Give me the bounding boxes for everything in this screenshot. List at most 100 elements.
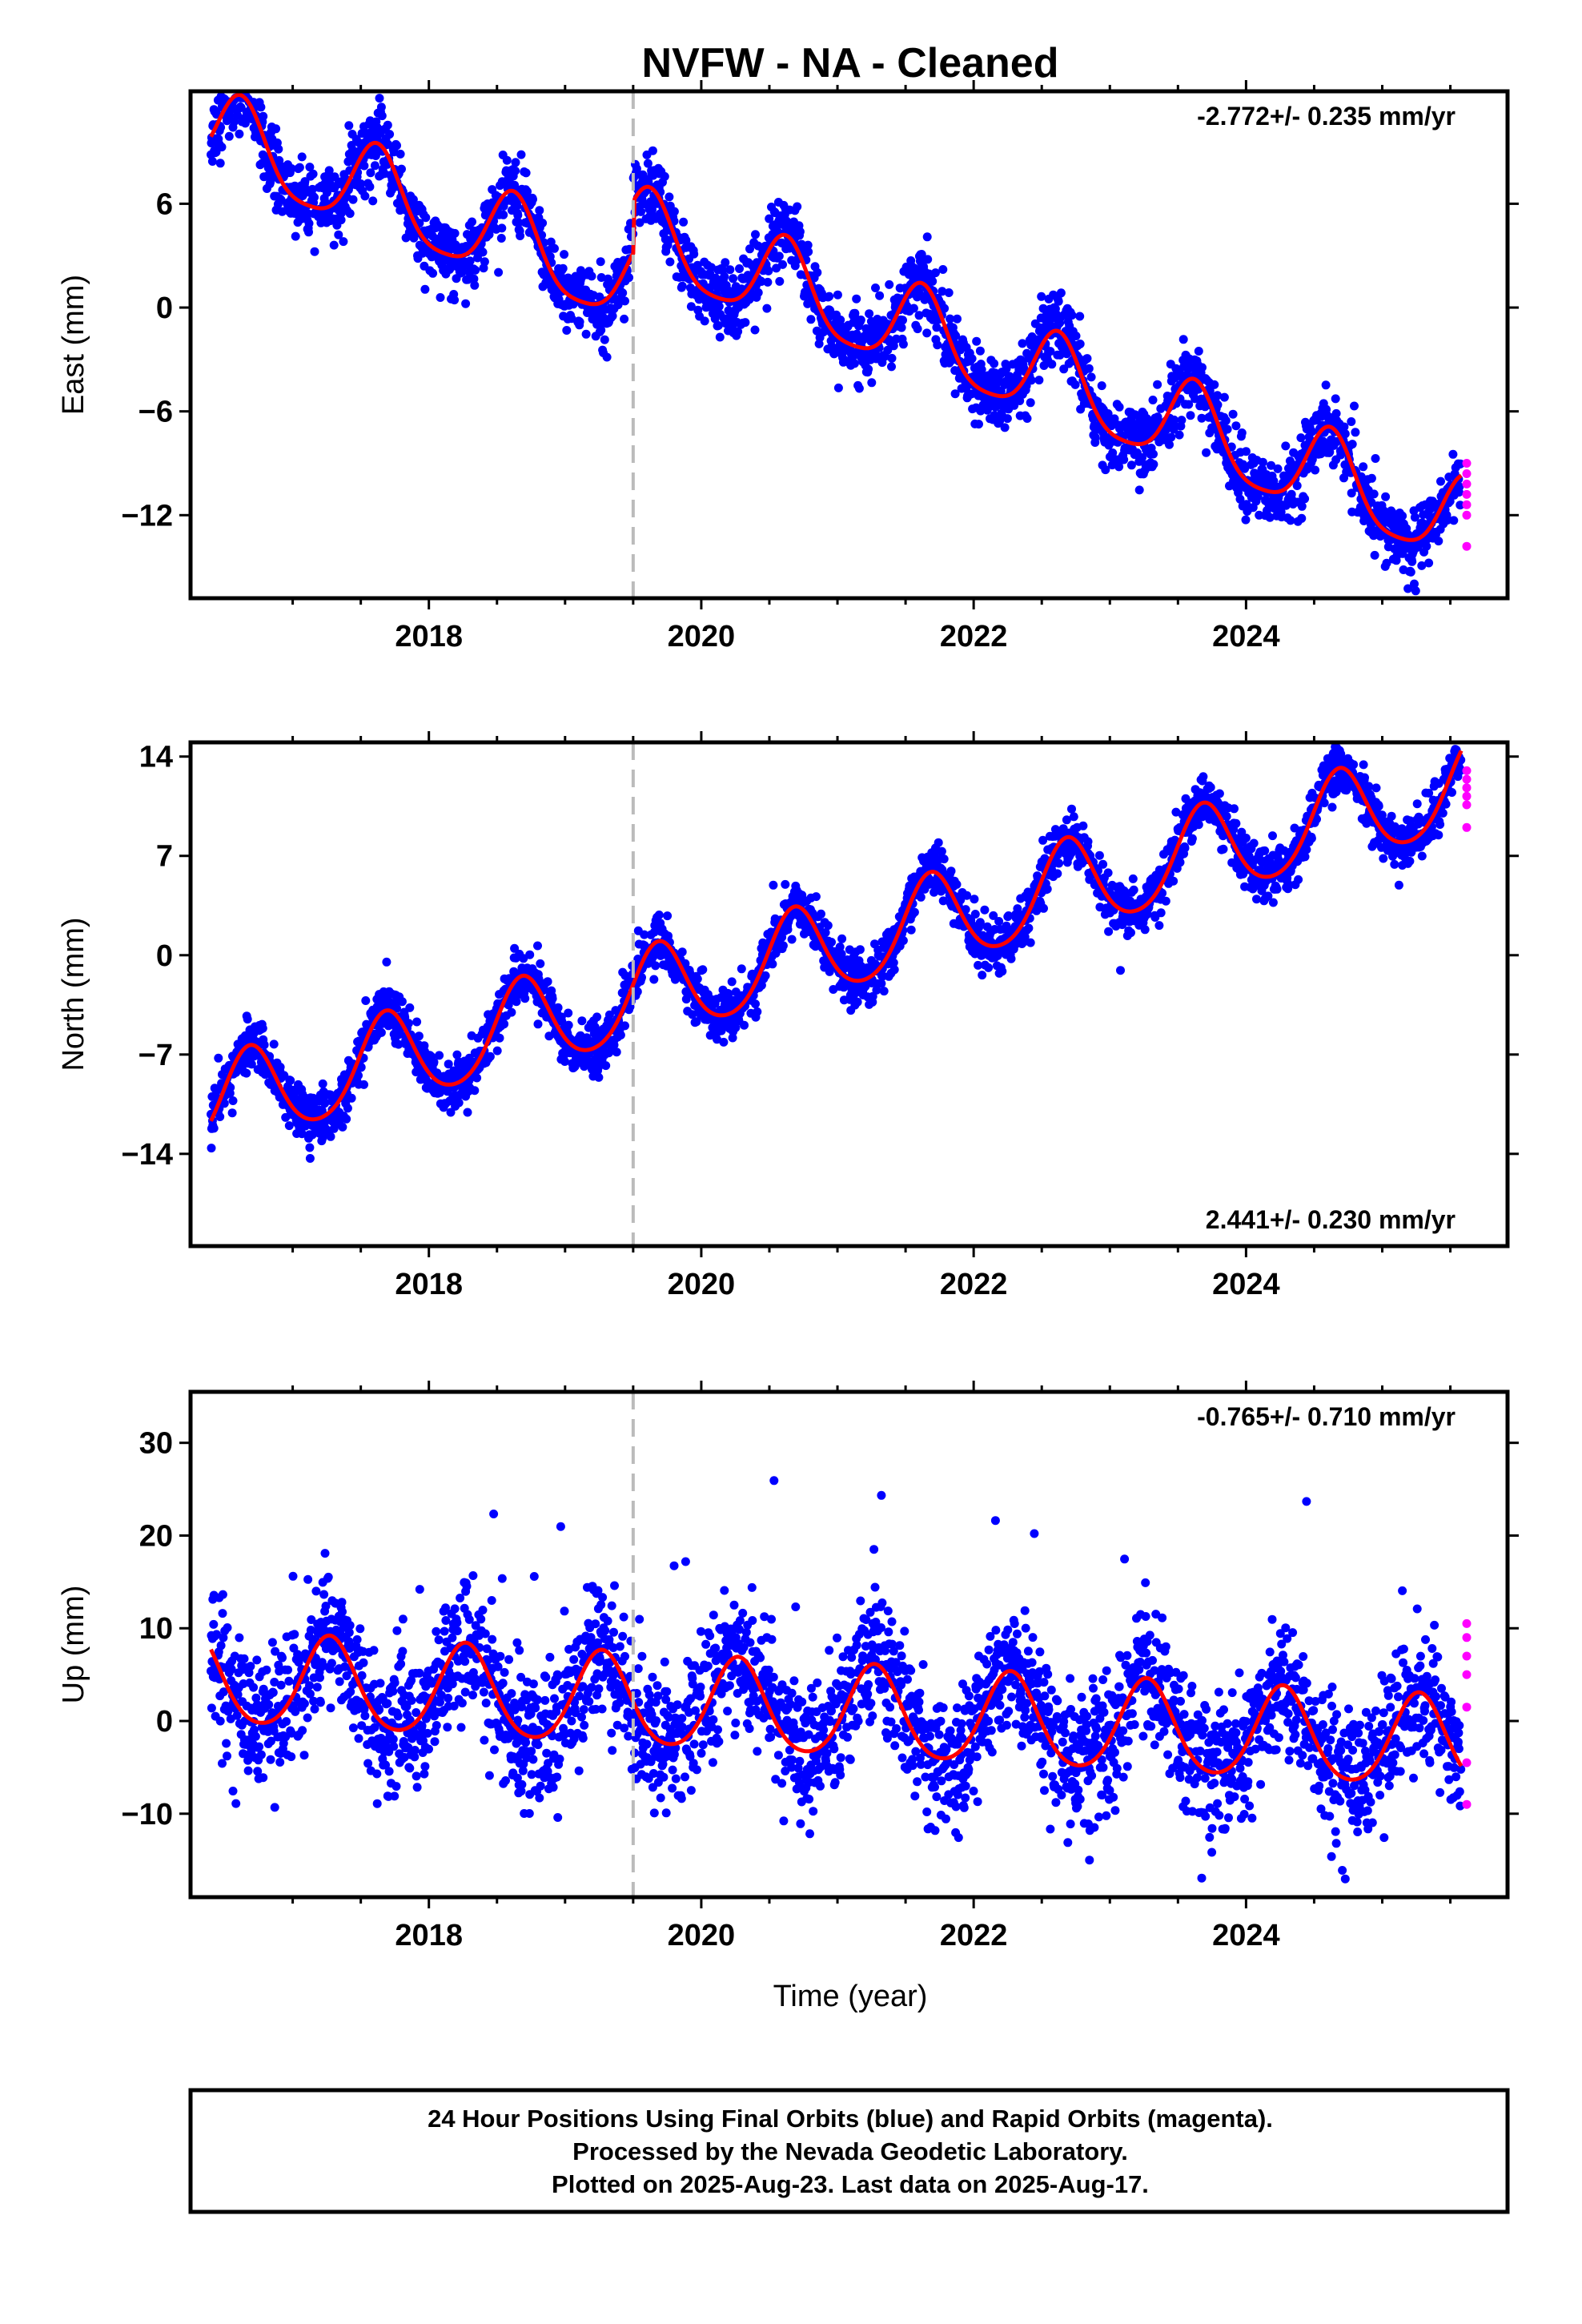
final-point [1119,455,1129,464]
final-point [562,326,572,335]
final-point [492,1046,502,1055]
final-point [1114,402,1124,412]
final-point [1221,416,1231,425]
final-point [762,304,772,313]
final-point [686,302,696,312]
final-point [310,192,319,202]
final-point [287,164,296,173]
final-point [854,384,864,393]
final-point [595,292,604,302]
final-point [817,909,825,919]
final-point [833,290,842,300]
final-point [922,232,932,242]
final-point [1126,460,1136,470]
final-point [952,879,962,889]
final-point [1371,454,1380,463]
final-point [654,911,664,919]
final-point [533,941,542,951]
final-point [1191,394,1200,404]
final-point [693,974,702,983]
final-point [1022,414,1032,423]
final-point [587,271,596,281]
final-point [602,352,612,362]
final-point [887,353,897,363]
final-point [636,207,645,216]
final-point [1367,473,1376,483]
final-point [1213,391,1223,400]
final-point [215,159,225,168]
final-point [1046,347,1055,356]
final-point [297,152,307,162]
rapid-point [1462,459,1472,468]
final-point [1186,411,1195,420]
final-point [1297,513,1307,523]
final-point [1296,433,1306,443]
final-point [215,1112,225,1121]
final-point [408,195,418,204]
final-point [553,1003,563,1012]
final-point [336,215,346,225]
final-point [1347,417,1356,426]
final-point [450,228,460,238]
final-point [849,359,859,368]
final-point [324,166,334,175]
x-tick-label: 2020 [668,620,736,653]
final-point [564,1008,573,1018]
final-point [242,1068,251,1078]
final-point [827,938,836,947]
final-point [761,971,770,980]
final-point [1103,409,1113,418]
final-point [361,996,371,1005]
final-point [511,166,520,175]
final-point [898,316,907,325]
final-point [227,1108,237,1118]
final-point [1177,416,1186,425]
final-point [269,1039,279,1049]
final-point [751,999,760,1009]
final-point [856,316,865,324]
final-point [1202,448,1211,457]
final-point [804,247,813,256]
final-point [1174,430,1184,440]
final-point [975,346,985,356]
final-point [852,294,861,304]
x-tick-label: 2018 [395,620,463,653]
final-point [745,244,754,254]
rate-label: -2.772+/- 0.235 mm/yr [1197,102,1456,131]
final-point [715,332,725,342]
final-point [853,997,862,1007]
final-point [259,111,268,121]
final-point [510,180,520,190]
final-point [721,258,730,267]
final-point [1056,288,1066,298]
final-point [243,1015,252,1024]
final-point [967,354,977,364]
final-point [470,280,480,290]
final-point [256,103,266,112]
final-point [382,957,391,967]
final-point [765,214,774,223]
final-point [1090,432,1100,442]
final-point [1070,380,1080,389]
final-point [1134,485,1144,495]
final-point [1026,376,1036,385]
final-point [1307,427,1317,436]
final-point [1098,859,1108,869]
final-point [720,271,729,281]
final-point [211,147,221,157]
final-point [348,195,358,204]
final-point [392,141,401,151]
final-point [1148,396,1158,404]
final-point [307,184,317,194]
y-tick-label: 0 [156,292,173,325]
x-tick-label: 2022 [940,620,1008,653]
final-point [677,281,687,291]
final-point [1084,364,1094,373]
y-tick-label: 6 [156,187,173,221]
final-point [700,316,709,326]
final-point [1213,400,1223,409]
final-point [733,327,743,336]
final-point [1241,515,1251,525]
final-point [485,1051,495,1061]
